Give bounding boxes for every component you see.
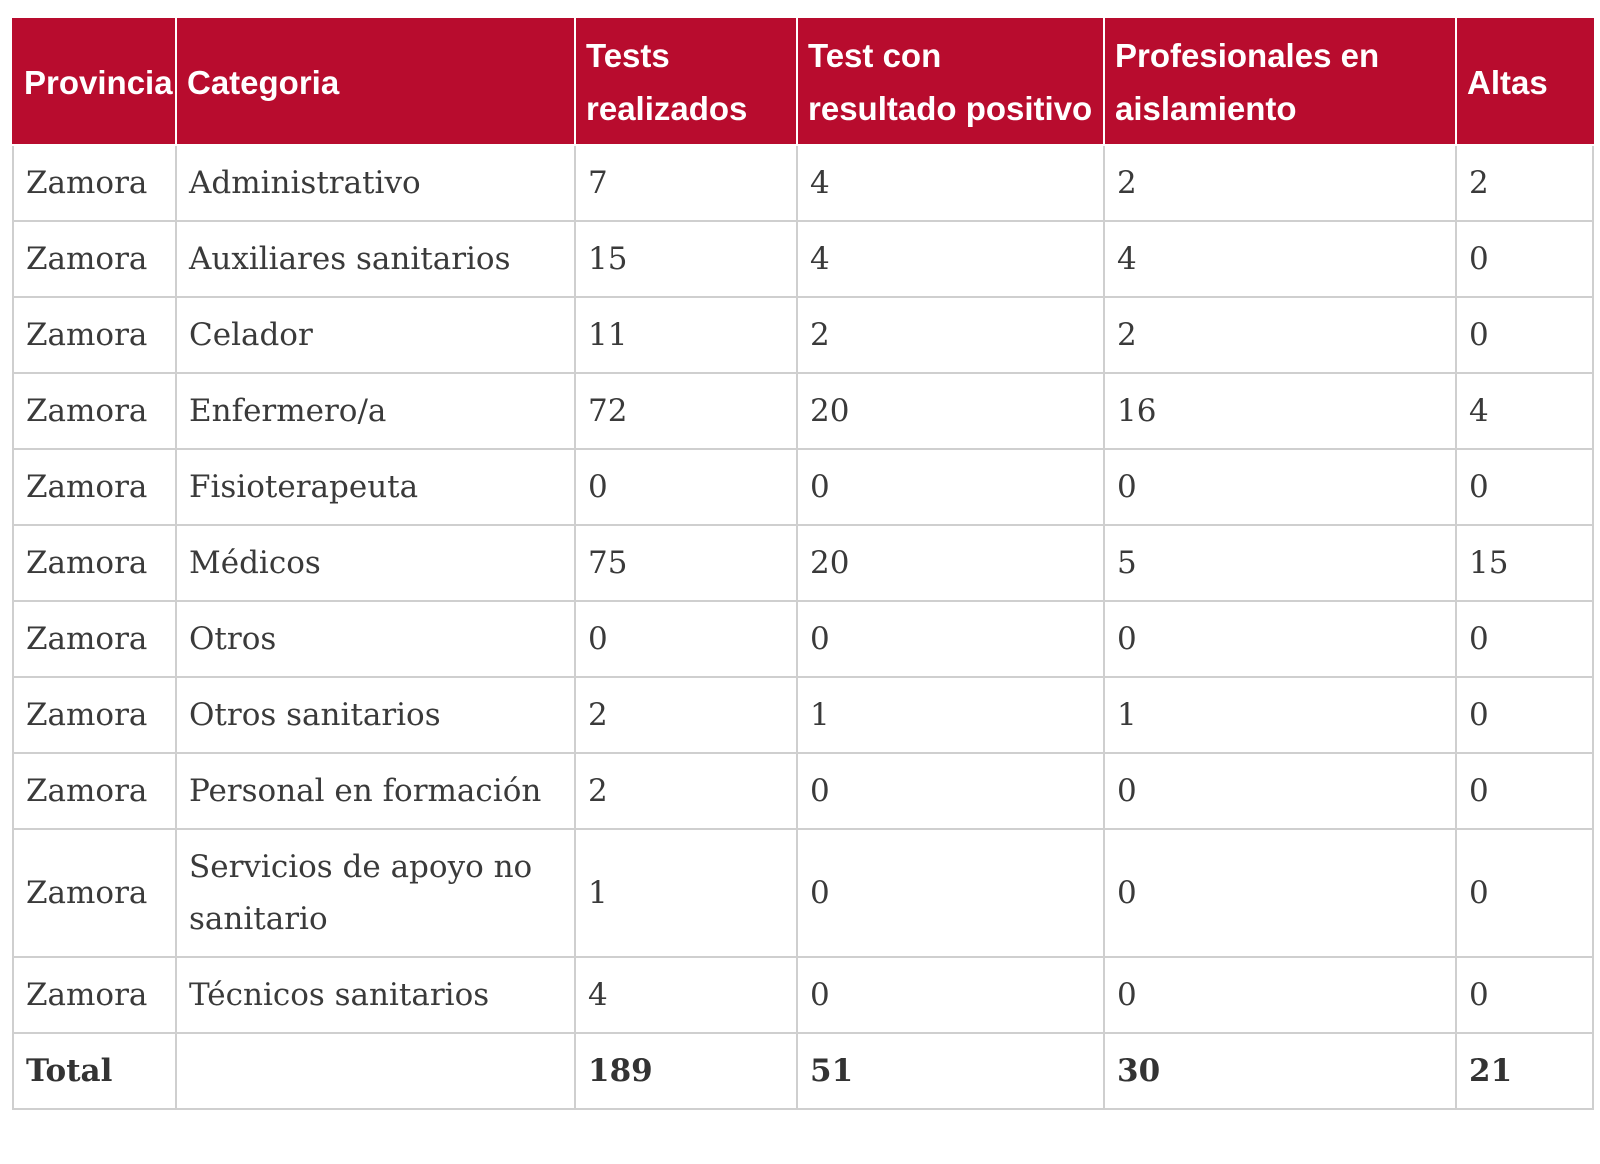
cell-aislamiento: 1 xyxy=(1103,676,1457,754)
table-row: Zamora Personal en formación 2 0 0 0 xyxy=(12,752,1594,830)
cell-aislamiento: 0 xyxy=(1103,752,1457,830)
cell-positivos: 0 xyxy=(796,448,1105,526)
table-row: Zamora Servicios de apoyo no sanitario 1… xyxy=(12,828,1594,958)
total-categoria xyxy=(175,1032,576,1110)
cell-altas: 0 xyxy=(1455,956,1594,1034)
cell-provincia: Zamora xyxy=(12,956,177,1034)
cell-positivos: 0 xyxy=(796,828,1105,958)
total-altas: 21 xyxy=(1455,1032,1594,1110)
header-categoria: Categoria xyxy=(175,18,576,146)
table-row: Zamora Médicos 75 20 5 15 xyxy=(12,524,1594,602)
cell-provincia: Zamora xyxy=(12,144,177,222)
header-profesionales-aislamiento: Profesionales en aislamiento xyxy=(1103,18,1457,146)
cell-altas: 0 xyxy=(1455,600,1594,678)
table-row: Zamora Celador 11 2 2 0 xyxy=(12,296,1594,374)
cell-tests: 1 xyxy=(574,828,798,958)
cell-provincia: Zamora xyxy=(12,828,177,958)
cell-altas: 4 xyxy=(1455,372,1594,450)
professionals-table: Provincia Categoria Tests realizados Tes… xyxy=(12,18,1594,1110)
table-row: Zamora Otros sanitarios 2 1 1 0 xyxy=(12,676,1594,754)
cell-categoria: Fisioterapeuta xyxy=(175,448,576,526)
cell-aislamiento: 0 xyxy=(1103,600,1457,678)
cell-positivos: 1 xyxy=(796,676,1105,754)
cell-categoria: Administrativo xyxy=(175,144,576,222)
cell-altas: 0 xyxy=(1455,676,1594,754)
total-aislamiento: 30 xyxy=(1103,1032,1457,1110)
cell-positivos: 20 xyxy=(796,524,1105,602)
cell-provincia: Zamora xyxy=(12,752,177,830)
cell-aislamiento: 0 xyxy=(1103,956,1457,1034)
cell-positivos: 0 xyxy=(796,752,1105,830)
cell-categoria: Servicios de apoyo no sanitario xyxy=(175,828,576,958)
header-tests-realizados: Tests realizados xyxy=(574,18,798,146)
cell-provincia: Zamora xyxy=(12,600,177,678)
cell-tests: 75 xyxy=(574,524,798,602)
cell-aislamiento: 2 xyxy=(1103,296,1457,374)
header-altas: Altas xyxy=(1455,18,1594,146)
data-table-container: Provincia Categoria Tests realizados Tes… xyxy=(12,18,1594,1110)
header-row: Provincia Categoria Tests realizados Tes… xyxy=(12,18,1594,146)
cell-provincia: Zamora xyxy=(12,448,177,526)
cell-positivos: 0 xyxy=(796,600,1105,678)
cell-categoria: Auxiliares sanitarios xyxy=(175,220,576,298)
cell-positivos: 20 xyxy=(796,372,1105,450)
cell-positivos: 0 xyxy=(796,956,1105,1034)
cell-tests: 72 xyxy=(574,372,798,450)
cell-aislamiento: 16 xyxy=(1103,372,1457,450)
cell-altas: 0 xyxy=(1455,220,1594,298)
cell-categoria: Otros xyxy=(175,600,576,678)
cell-categoria: Enfermero/a xyxy=(175,372,576,450)
cell-categoria: Celador xyxy=(175,296,576,374)
cell-altas: 0 xyxy=(1455,296,1594,374)
cell-altas: 2 xyxy=(1455,144,1594,222)
cell-provincia: Zamora xyxy=(12,524,177,602)
total-positivos: 51 xyxy=(796,1032,1105,1110)
cell-positivos: 2 xyxy=(796,296,1105,374)
cell-categoria: Médicos xyxy=(175,524,576,602)
cell-tests: 11 xyxy=(574,296,798,374)
table-row: Zamora Enfermero/a 72 20 16 4 xyxy=(12,372,1594,450)
table-row: Zamora Administrativo 7 4 2 2 xyxy=(12,144,1594,222)
cell-aislamiento: 2 xyxy=(1103,144,1457,222)
cell-categoria: Técnicos sanitarios xyxy=(175,956,576,1034)
cell-aislamiento: 0 xyxy=(1103,828,1457,958)
cell-provincia: Zamora xyxy=(12,220,177,298)
cell-provincia: Zamora xyxy=(12,676,177,754)
cell-altas: 15 xyxy=(1455,524,1594,602)
table-row: Zamora Otros 0 0 0 0 xyxy=(12,600,1594,678)
total-row: Total 189 51 30 21 xyxy=(12,1032,1594,1110)
cell-provincia: Zamora xyxy=(12,372,177,450)
header-provincia: Provincia xyxy=(12,18,177,146)
cell-tests: 0 xyxy=(574,600,798,678)
cell-altas: 0 xyxy=(1455,752,1594,830)
header-test-positivo: Test con resultado positivo xyxy=(796,18,1105,146)
cell-altas: 0 xyxy=(1455,448,1594,526)
cell-tests: 4 xyxy=(574,956,798,1034)
cell-tests: 15 xyxy=(574,220,798,298)
cell-aislamiento: 0 xyxy=(1103,448,1457,526)
table-row: Zamora Técnicos sanitarios 4 0 0 0 xyxy=(12,956,1594,1034)
cell-provincia: Zamora xyxy=(12,296,177,374)
cell-aislamiento: 5 xyxy=(1103,524,1457,602)
cell-altas: 0 xyxy=(1455,828,1594,958)
cell-tests: 2 xyxy=(574,752,798,830)
cell-tests: 0 xyxy=(574,448,798,526)
cell-aislamiento: 4 xyxy=(1103,220,1457,298)
cell-positivos: 4 xyxy=(796,144,1105,222)
cell-categoria: Personal en formación xyxy=(175,752,576,830)
total-tests: 189 xyxy=(574,1032,798,1110)
cell-positivos: 4 xyxy=(796,220,1105,298)
table-row: Zamora Fisioterapeuta 0 0 0 0 xyxy=(12,448,1594,526)
cell-tests: 2 xyxy=(574,676,798,754)
table-row: Zamora Auxiliares sanitarios 15 4 4 0 xyxy=(12,220,1594,298)
cell-tests: 7 xyxy=(574,144,798,222)
cell-categoria: Otros sanitarios xyxy=(175,676,576,754)
total-label: Total xyxy=(12,1032,177,1110)
